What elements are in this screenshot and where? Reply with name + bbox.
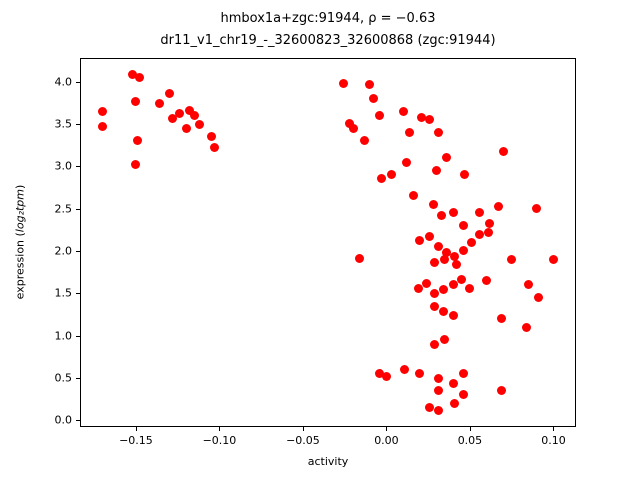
y-axis-label: expression (log₂tpm) [14,185,27,300]
x-tick [469,427,471,431]
y-tick-label: 0.5 [54,371,73,385]
x-tick-label: 0.00 [374,434,399,447]
y-axis-label-suffix: ) [13,184,27,189]
x-tick-label: −0.15 [119,434,153,447]
y-tick-label: 3.0 [54,159,73,173]
y-tick-label: 2.0 [54,244,73,258]
plot-area [80,58,576,427]
x-tick [302,427,304,431]
y-axis-label-prefix: expression ( [13,232,27,300]
plot-title-line1: hmbox1a+zgc:91944, ρ = −0.63 [220,11,436,26]
x-tick-label: 0.05 [457,434,483,447]
x-tick [386,427,388,431]
y-tick-label: 3.5 [54,117,73,131]
x-tick [553,427,555,431]
y-tick-label: 2.5 [54,202,73,216]
y-axis-label-math: log₂tpm [13,188,27,233]
x-tick [219,427,221,431]
x-tick-label: −0.05 [286,434,320,447]
x-axis-label: activity [307,455,349,468]
y-tick-label: 4.0 [54,75,73,89]
y-tick-label: 1.0 [54,329,73,343]
x-tick [135,427,137,431]
y-tick-label: 0.0 [54,413,73,427]
y-tick-label: 1.5 [54,286,73,300]
x-tick-label: 0.10 [541,434,566,447]
plot-title-line2: dr11_v1_chr19_-_32600823_32600868 (zgc:9… [160,33,496,48]
x-tick-label: −0.10 [202,434,237,447]
